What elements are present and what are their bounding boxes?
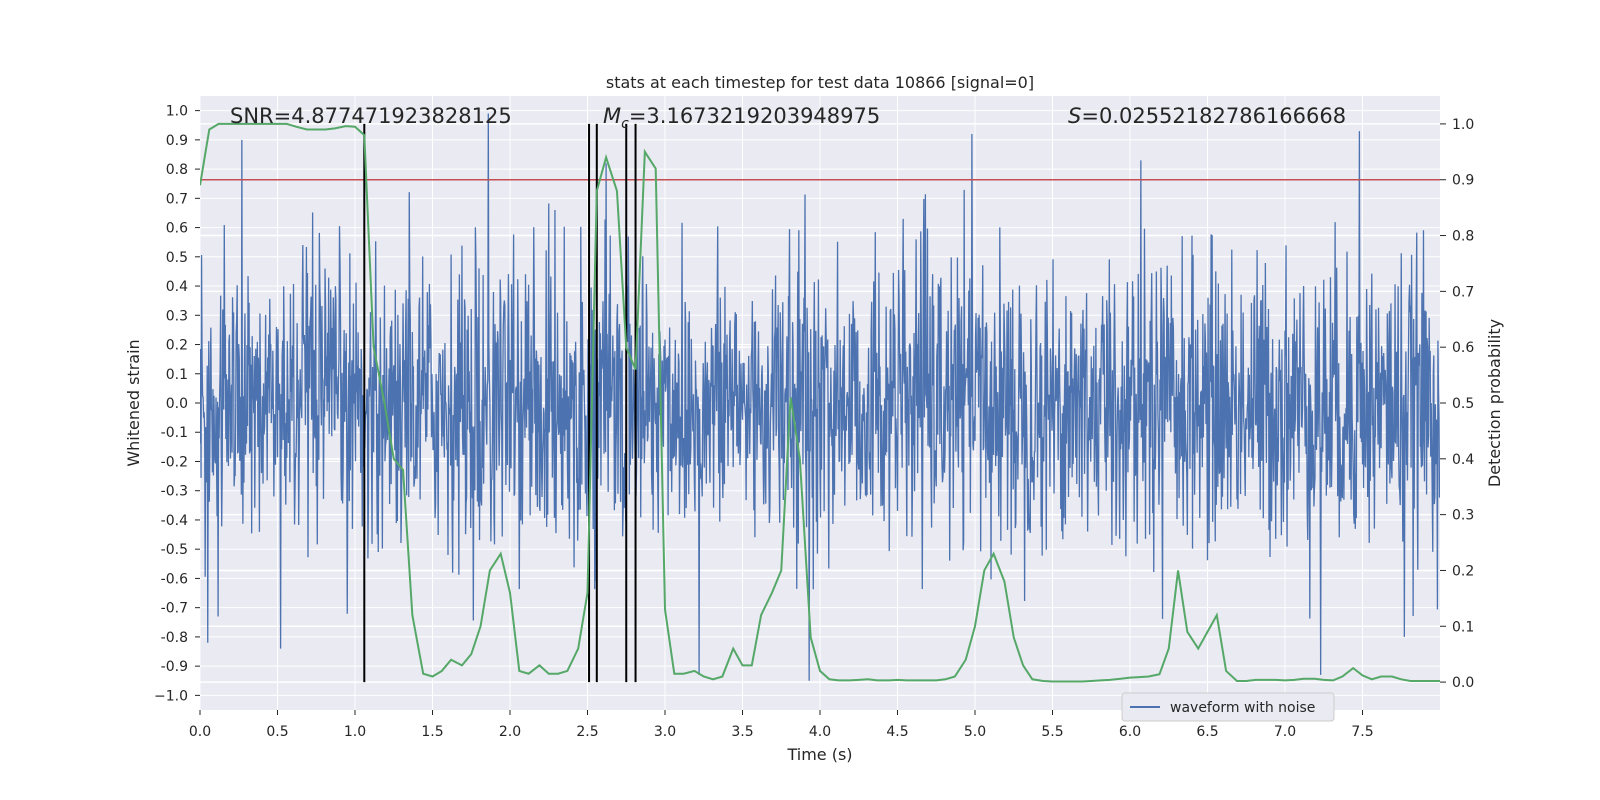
x-tick-label: 6.0	[1119, 724, 1141, 740]
x-tick-label: 3.0	[654, 724, 676, 740]
x-tick-label: 7.0	[1274, 724, 1296, 740]
x-tick-label: 0.5	[266, 724, 288, 740]
y-tick-label: −1.0	[154, 688, 188, 704]
y-tick-label: 0.8	[166, 162, 188, 178]
legend-label: waveform with noise	[1170, 700, 1315, 716]
x-tick-label: 1.5	[421, 724, 443, 740]
y-tick-label: 0.9	[166, 133, 188, 149]
chirp-mass-subscript: c	[621, 116, 629, 132]
chart-title: stats at each timestep for test data 108…	[606, 73, 1034, 92]
x-tick-label: 7.5	[1351, 724, 1373, 740]
y-tick-label: 0.1	[166, 367, 188, 383]
x-tick-label: 4.0	[809, 724, 831, 740]
y-tick-label: 0.5	[166, 250, 188, 266]
y-right-tick-label: 0.3	[1452, 508, 1474, 524]
y-right-tick-label: 0.5	[1452, 396, 1474, 412]
y-right-tick-label: 0.4	[1452, 452, 1474, 468]
x-tick-label: 6.5	[1196, 724, 1218, 740]
x-axis-label: Time (s)	[786, 745, 852, 764]
detection-probability-line	[200, 122, 1440, 683]
y-tick-label: 0.3	[166, 308, 188, 324]
y-axis-right-label: Detection probability	[1485, 319, 1504, 487]
x-tick-label: 4.5	[886, 724, 908, 740]
x-tick-label: 5.0	[964, 724, 986, 740]
y-tick-label: -0.7	[161, 601, 188, 617]
legend: waveform with noise	[1121, 692, 1335, 722]
strain-layer	[200, 113, 1440, 681]
x-tick-label: 2.5	[576, 724, 598, 740]
y-right-tick-label: 0.2	[1452, 563, 1474, 579]
y-tick-label: -0.5	[161, 542, 188, 558]
s-stat-value: =0.02552182786166668	[1081, 104, 1346, 128]
y-right-tick-label: 0.0	[1452, 675, 1474, 691]
y-right-tick-label: 0.6	[1452, 340, 1474, 356]
y-tick-label: -0.4	[161, 513, 188, 529]
y-tick-label: 0.4	[166, 279, 188, 295]
chirp-mass-value: =3.1673219203948975	[629, 104, 880, 128]
y-tick-label: 0.7	[166, 191, 188, 207]
s-stat-symbol: S	[1068, 104, 1081, 128]
y-tick-label: -0.2	[161, 454, 188, 470]
y-tick-label: -0.8	[161, 630, 188, 646]
snr-annotation: SNR=4.877471923828125	[230, 104, 512, 128]
y-tick-label: 0.6	[166, 221, 188, 237]
y-tick-label: 0.0	[166, 396, 188, 412]
y-right-tick-label: 0.9	[1452, 173, 1474, 189]
y-right-tick-label: 1.0	[1452, 117, 1474, 133]
y-axis-label: Whitened strain	[124, 339, 143, 466]
x-tick-label: 0.0	[189, 724, 211, 740]
x-tick-label: 3.5	[731, 724, 753, 740]
ticks-layer: 1.0 0.9 0.8 0.7 0.6 0.5 0.4 0.3 0.2 0.1 0.0 -0.1 -0.…	[154, 104, 1474, 740]
y-tick-label: 0.2	[166, 338, 188, 354]
y-tick-label: 1.0	[166, 104, 188, 120]
x-tick-label: 2.0	[499, 724, 521, 740]
y-tick-label: -0.3	[161, 484, 188, 500]
x-tick-label: 1.0	[344, 724, 366, 740]
y-right-tick-label: 0.7	[1452, 284, 1474, 300]
y-tick-label: -0.9	[161, 659, 188, 675]
chirp-mass-annotation: Mc=3.1673219203948975	[603, 104, 880, 132]
strain-line	[200, 113, 1440, 681]
prob-layer	[200, 122, 1440, 683]
chirp-mass-symbol: M	[603, 104, 621, 128]
y-tick-label: -0.6	[161, 571, 188, 587]
y-right-tick-label: 0.1	[1452, 619, 1474, 635]
marker-layer	[363, 123, 637, 683]
legend-box	[1121, 692, 1335, 722]
y-right-tick-label: 0.8	[1452, 229, 1474, 245]
y-tick-label: -0.1	[161, 425, 188, 441]
s-stat-annotation: S=0.02552182786166668	[1068, 104, 1346, 128]
x-tick-label: 5.5	[1041, 724, 1063, 740]
